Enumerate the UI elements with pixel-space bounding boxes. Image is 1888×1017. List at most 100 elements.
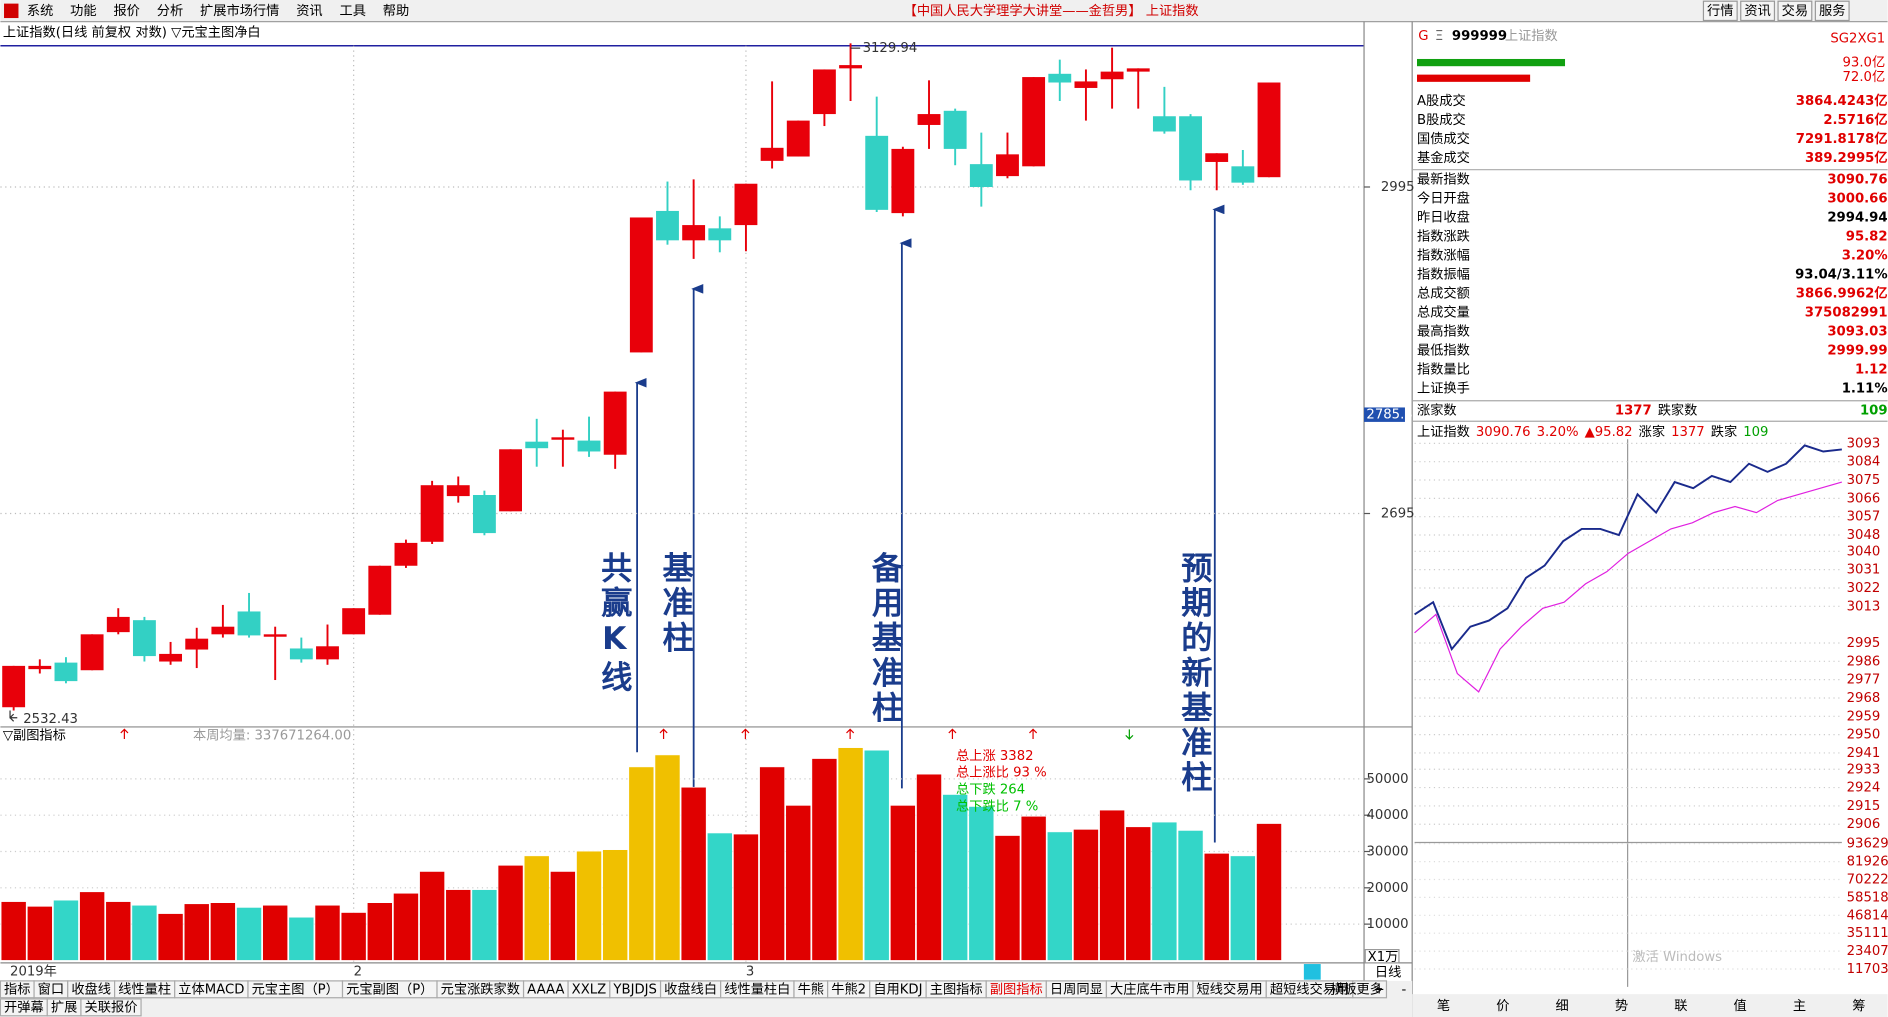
- tab-label[interactable]: AAAA: [527, 982, 564, 997]
- y-tick-label: 2995: [1847, 636, 1881, 651]
- top-button-label[interactable]: 服务: [1819, 3, 1845, 19]
- tab-label[interactable]: +: [1374, 982, 1385, 997]
- scroll-thumb[interactable]: [1303, 964, 1321, 980]
- candle-body: [812, 69, 836, 115]
- mini-tab[interactable]: 联: [1674, 998, 1687, 1014]
- tab-label[interactable]: 扩展: [51, 999, 77, 1015]
- tab-label[interactable]: 线性量柱白: [724, 981, 790, 997]
- tab-label[interactable]: 线性量柱: [118, 981, 171, 997]
- candle-body: [28, 665, 52, 670]
- top-button[interactable]: [1740, 0, 1776, 22]
- candle-body: [786, 120, 810, 157]
- tab-label[interactable]: 元宝涨跌家数: [441, 980, 520, 997]
- tab-label[interactable]: 自用KDJ: [873, 981, 922, 997]
- window-title: 【中国人民大学理学大讲堂——金哲男】 上证指数: [904, 3, 1199, 19]
- stat-value: 375082991: [1805, 305, 1888, 320]
- tab-label[interactable]: 开弹幕: [4, 999, 44, 1015]
- candle-body: [2, 665, 26, 708]
- mini-tab[interactable]: 价: [1496, 999, 1509, 1014]
- menu-item[interactable]: 报价: [113, 3, 139, 19]
- candle-body: [159, 653, 183, 662]
- volume-bar: [210, 902, 236, 961]
- tab-label[interactable]: 更多: [1356, 980, 1382, 997]
- top-button[interactable]: [1814, 0, 1850, 22]
- menu-item[interactable]: 扩展市场行情: [200, 2, 279, 19]
- code: 999999: [1452, 29, 1507, 44]
- mini-header: 跌家: [1711, 423, 1737, 440]
- mini-tab[interactable]: 筹: [1852, 997, 1865, 1014]
- tab[interactable]: [1352, 980, 1388, 999]
- tab-label[interactable]: -: [1402, 982, 1407, 997]
- tab-label[interactable]: YBJDJS: [612, 982, 657, 997]
- candle-body: [996, 154, 1019, 177]
- menu-item[interactable]: 工具: [339, 4, 365, 19]
- tab-label[interactable]: 短线交易用: [1197, 980, 1263, 997]
- candle-body: [1179, 116, 1202, 181]
- tag: SG2XG1: [1830, 32, 1885, 47]
- menu-item[interactable]: 帮助: [383, 3, 409, 19]
- volume-bar: [1099, 809, 1125, 961]
- y-tick-label: 2995: [1381, 180, 1415, 195]
- tab-label[interactable]: 横板: [1330, 981, 1356, 997]
- volume-bar: [393, 892, 419, 961]
- tab-label[interactable]: 收盘线白: [664, 980, 717, 997]
- tab-label[interactable]: 副图指标: [990, 981, 1043, 997]
- volume-stat: 总上涨比 93 %: [956, 765, 1047, 781]
- top-button-label[interactable]: 行情: [1707, 3, 1733, 19]
- volume-bar: [288, 916, 315, 961]
- menu-item[interactable]: 系统: [27, 3, 53, 19]
- tab-label[interactable]: 牛熊2: [831, 981, 866, 997]
- candle-body: [760, 147, 784, 161]
- volume-bar: [968, 806, 995, 961]
- candle-body: [394, 542, 418, 566]
- volume-bar: [1125, 826, 1152, 961]
- tab[interactable]: [80, 998, 142, 1017]
- tab-label[interactable]: 指标: [4, 981, 30, 997]
- y2-tick-label: 468149: [1847, 908, 1888, 923]
- candle-body: [682, 225, 706, 241]
- tab-label[interactable]: 元宝副图（P）: [346, 981, 433, 997]
- tab-label[interactable]: 牛熊: [798, 981, 824, 997]
- y-tick-label: 2968: [1847, 691, 1881, 706]
- tab-label[interactable]: 立体MACD: [178, 981, 244, 997]
- candle-body: [237, 611, 261, 636]
- up-count: 1377: [1615, 403, 1652, 418]
- mini-tab[interactable]: 细: [1556, 998, 1569, 1014]
- stat-value: 93.04/3.11%: [1795, 267, 1888, 282]
- tab-label[interactable]: 元宝主图（P）: [252, 981, 339, 997]
- top-button[interactable]: [1777, 0, 1813, 22]
- top-button-label[interactable]: 资讯: [1744, 3, 1770, 19]
- volume-bar: [105, 901, 132, 961]
- tab-label[interactable]: 窗口: [38, 980, 64, 997]
- week-avg: 本周均量: 337671264.00: [193, 727, 351, 743]
- mini-tab[interactable]: 势: [1615, 998, 1628, 1014]
- tab-label[interactable]: 收盘线: [71, 980, 111, 997]
- index-line: [1414, 481, 1843, 693]
- y-tick-label: 20000: [1367, 881, 1409, 896]
- mini-tab[interactable]: 值: [1734, 998, 1747, 1014]
- tab-label[interactable]: 日周同显: [1050, 982, 1103, 997]
- menu-item[interactable]: 分析: [157, 3, 183, 19]
- amount-bar: [1416, 74, 1531, 82]
- mini-tab[interactable]: 主: [1793, 998, 1806, 1014]
- candle-body: [629, 217, 653, 353]
- tab-label[interactable]: 超短线交易用: [1270, 980, 1349, 997]
- volume-bar: [262, 904, 289, 961]
- menu-item[interactable]: 资讯: [296, 3, 322, 19]
- tab-label[interactable]: XXLZ: [572, 982, 607, 997]
- candle-body: [446, 485, 470, 497]
- y-tick-label: 2950: [1847, 728, 1881, 743]
- top-button-label[interactable]: 交易: [1782, 2, 1808, 19]
- volume-bar: [733, 833, 759, 961]
- volume-stat: 总下跌 264: [956, 782, 1025, 798]
- tab-label[interactable]: 大庄底牛市用: [1110, 980, 1189, 997]
- tab-label[interactable]: 主图指标: [930, 981, 983, 997]
- volume-bar: [471, 889, 498, 961]
- mini-header: 涨家: [1639, 423, 1665, 440]
- mini-tab[interactable]: 笔: [1437, 998, 1450, 1014]
- menu-item[interactable]: 功能: [70, 3, 96, 19]
- tab-label[interactable]: 关联报价: [85, 999, 138, 1015]
- top-button[interactable]: [1702, 0, 1738, 22]
